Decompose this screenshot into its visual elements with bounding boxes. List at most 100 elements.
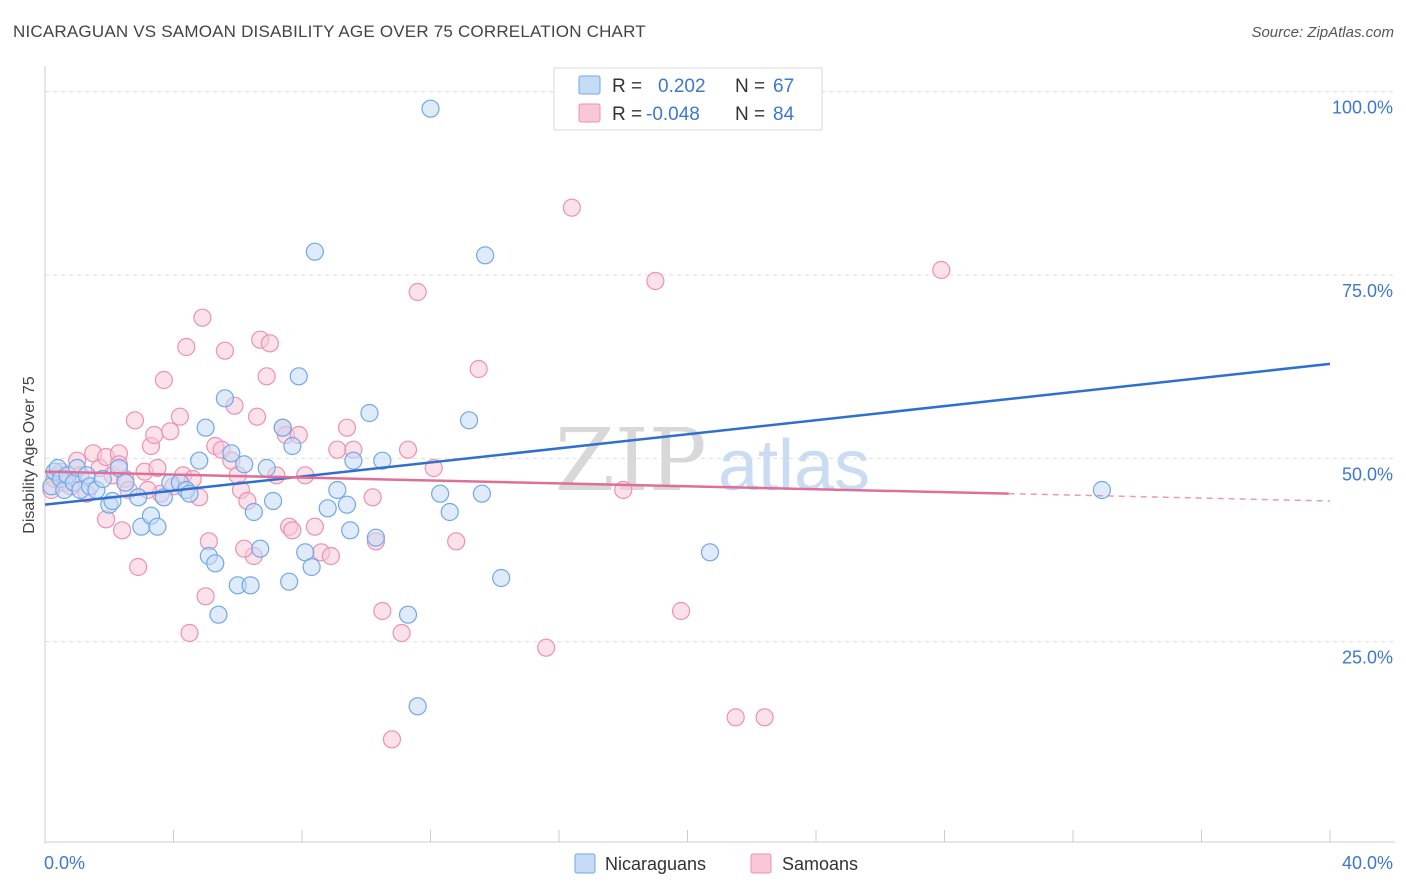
samoans-point (373, 601, 392, 621)
legend-swatch-nicaraguans (578, 75, 601, 95)
samoans-point (363, 488, 382, 507)
samoans-point (283, 521, 302, 540)
nicaraguans-point (251, 539, 270, 558)
series-swatch-samoans (750, 853, 772, 874)
samoans-point (328, 440, 347, 459)
axes (44, 66, 1395, 844)
samoans-point (125, 411, 145, 430)
watermark-zip: ZIP (555, 411, 707, 511)
nicaraguans-point (222, 444, 241, 463)
x-tick-labels: 0.0% 40.0% (44, 853, 1393, 873)
nicaraguans-point (244, 502, 263, 522)
samoans-trend-extension (1008, 492, 1331, 502)
nicaraguans-point (257, 458, 276, 478)
nicaraguans-point (302, 557, 321, 577)
samoans-point (260, 334, 279, 353)
samoans-point (932, 260, 951, 280)
nicaraguans-point (459, 411, 479, 430)
nicaraguans-point (366, 528, 385, 547)
x-tick-label-min: 0.0% (44, 853, 85, 873)
nicaraguans-point (273, 418, 292, 437)
samoans-point (96, 510, 116, 529)
nicaraguans-point (235, 455, 254, 474)
samoans-point (177, 337, 196, 357)
nicaraguans-point (241, 576, 260, 595)
series-label-samoans: Samoans (782, 854, 858, 874)
legend-r-value-2: -0.048 (646, 104, 700, 125)
samoans-point (562, 198, 581, 217)
samoans-point (447, 532, 466, 551)
nicaraguans-point (129, 488, 148, 507)
samoans-point (408, 282, 427, 302)
nicaraguans-point (289, 367, 308, 386)
nicaraguans-point (492, 568, 511, 588)
samoans-point (671, 601, 691, 621)
y-tick-label-100: 100.0% (1332, 98, 1393, 118)
samoans-point (215, 341, 234, 360)
series-legend: Nicaraguans Samoans (574, 853, 858, 874)
nicaraguans-point (421, 99, 440, 118)
nicaraguans-point (431, 484, 450, 503)
nicaraguans-point (373, 451, 392, 470)
series-swatch-nicaraguans (574, 853, 596, 874)
legend-swatch-samoans (578, 103, 601, 123)
nicaraguans-point (360, 403, 379, 423)
samoans-point (305, 517, 324, 536)
samoans-point (112, 521, 132, 540)
samoans-point (392, 623, 411, 643)
nicaraguans-point (280, 572, 299, 591)
nicaraguans-point (408, 697, 427, 716)
nicaraguans-point (215, 389, 234, 408)
legend-n-value-2: 84 (773, 104, 795, 125)
legend-r-value-1: 0.202 (658, 76, 706, 97)
y-tick-label-25: 25.0% (1342, 648, 1393, 668)
nicaraguans-point (93, 469, 112, 489)
watermark: ZIP atlas (555, 411, 870, 511)
nicaraguans-point (398, 605, 418, 624)
samoans-point (180, 623, 199, 643)
samoans-point (755, 708, 774, 727)
nicaraguans-point (1092, 480, 1112, 500)
samoans-point (129, 557, 148, 577)
samoans-point (398, 440, 418, 459)
samoans-point (148, 458, 167, 478)
samoans-point (337, 418, 357, 437)
chart-title: NICARAGUAN VS SAMOAN DISABILITY AGE OVER… (13, 22, 646, 41)
legend-n-value-1: 67 (773, 76, 794, 97)
samoans-trend-line (44, 470, 1009, 495)
nicaraguans-point (341, 521, 360, 540)
correlation-legend: R = 0.202 N = 67 R = -0.048 N = 84 (553, 67, 823, 131)
y-tick-label-75: 75.0% (1342, 281, 1393, 301)
samoans-point (154, 370, 173, 390)
y-tick-labels: 25.0% 50.0% 75.0% 100.0% (1332, 98, 1393, 668)
nicaraguans-point (318, 499, 337, 518)
samoans-point (469, 359, 488, 379)
legend-n-label-2: N = (735, 104, 765, 125)
nicaraguans-point (344, 451, 363, 470)
nicaraguans-points (42, 99, 1112, 716)
nicaraguans-point (196, 418, 215, 437)
y-axis-label: Disability Age Over 75 (21, 376, 38, 534)
x-tick-label-max: 40.0% (1342, 853, 1393, 873)
samoans-point (161, 422, 180, 441)
nicaraguans-point (263, 491, 283, 511)
nicaraguans-point (328, 480, 347, 500)
samoans-point (257, 367, 276, 386)
samoans-point (247, 407, 267, 426)
samoans-point (170, 407, 190, 426)
nicaraguans-point (209, 605, 228, 624)
samoans-point (726, 708, 745, 727)
samoans-point (145, 425, 164, 445)
samoans-point (235, 539, 254, 558)
legend-r-label-2: R = (612, 104, 642, 125)
nicaraguans-point (700, 543, 720, 562)
trend-lines (44, 362, 1331, 506)
legend-r-label-1: R = (612, 76, 642, 97)
nicaraguans-point (116, 473, 135, 492)
nicaraguans-point (103, 491, 122, 511)
samoans-point (537, 638, 556, 657)
nicaraguans-point (283, 436, 302, 456)
nicaraguans-point (337, 495, 357, 514)
samoans-point (196, 587, 215, 606)
